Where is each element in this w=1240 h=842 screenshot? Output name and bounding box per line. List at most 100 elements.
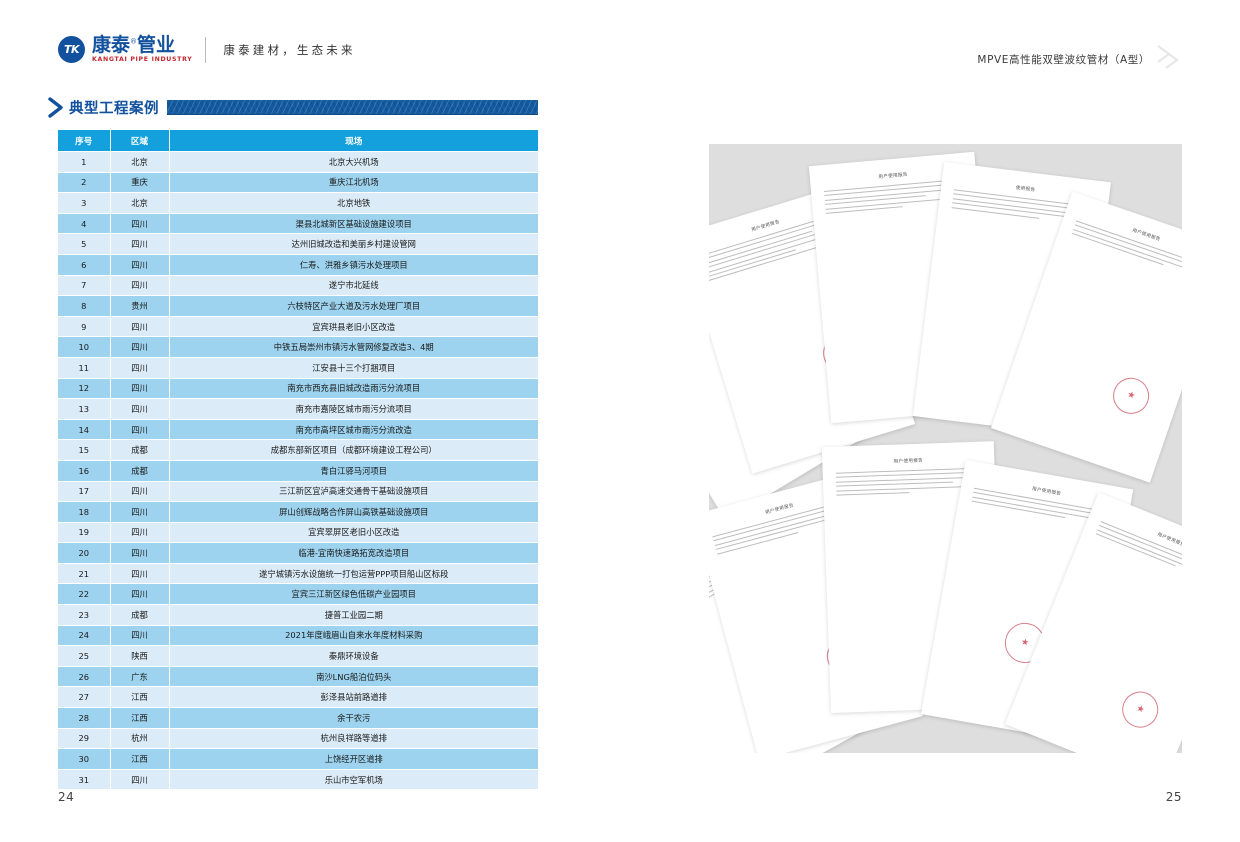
cell-no: 29 (58, 728, 111, 750)
cell-no: 6 (58, 254, 111, 276)
cell-region: 成都 (110, 460, 170, 482)
cell-site: 六枝特区产业大道及污水处理厂项目 (169, 295, 538, 317)
cell-region: 重庆 (110, 172, 170, 194)
cell-region: 四川 (110, 419, 170, 441)
column-header-site: 现场 (169, 130, 538, 152)
cell-region: 北京 (110, 151, 170, 173)
table-row: 30 江西 上饶经开区道排 (58, 748, 538, 770)
cell-region: 四川 (110, 378, 170, 400)
table-row: 25 陕西 秦鼎环境设备 (58, 645, 538, 667)
cell-site: 南充市西充县旧城改造雨污分流项目 (169, 378, 538, 400)
cell-region: 四川 (110, 522, 170, 544)
cell-site: 宜宾珙县老旧小区改造 (169, 316, 538, 338)
cell-site: 2021年度峨眉山自来水年度材料采购 (169, 625, 538, 647)
cell-region: 四川 (110, 542, 170, 564)
table-row: 23 成都 捷普工业园二期 (58, 604, 538, 626)
table-head: 序号 区域 现场 (58, 130, 538, 152)
seal-star-icon: ★ (1125, 389, 1137, 402)
table-row: 3 北京 北京地铁 (58, 192, 538, 214)
table-body: 1 北京 北京大兴机场 2 重庆 重庆江北机场 3 北京 北京地铁 4 四川 渠县北城新区基础设施建设… (58, 151, 538, 791)
table-row: 24 四川 2021年度峨眉山自来水年度材料采购 (58, 625, 538, 647)
cell-region: 四川 (110, 275, 170, 297)
seal-star-icon: ★ (1134, 702, 1147, 716)
cell-site: 三江新区宜泸高速交通骨干基础设施项目 (169, 481, 538, 503)
cell-region: 四川 (110, 254, 170, 276)
table-row: 20 四川 临港-宜南快速路拓宽改造项目 (58, 542, 538, 564)
brand-slogan: 康泰建材，生态未来 (223, 42, 356, 57)
table-row: 26 广东 南沙LNG船泊位码头 (58, 666, 538, 688)
table-row: 12 四川 南充市西充县旧城改造雨污分流项目 (58, 378, 538, 400)
table-row: 9 四川 宜宾珙县老旧小区改造 (58, 316, 538, 338)
cell-site: 遂宁城镇污水设施统一打包运营PPP项目船山区标段 (169, 563, 538, 585)
cell-region: 北京 (110, 192, 170, 214)
cell-site: 北京大兴机场 (169, 151, 538, 173)
cell-site: 上饶经开区道排 (169, 748, 538, 770)
section-header-cases: 典型工程案例 (48, 96, 538, 118)
cell-site: 宜宾翠屏区老旧小区改造 (169, 522, 538, 544)
cell-region: 四川 (110, 769, 170, 791)
cell-no: 10 (58, 336, 111, 358)
cell-site: 达州旧城改造和美丽乡村建设管网 (169, 233, 538, 255)
table-row: 21 四川 遂宁城镇污水设施统一打包运营PPP项目船山区标段 (58, 563, 538, 585)
table-row: 4 四川 渠县北城新区基础设施建设项目 (58, 213, 538, 235)
cell-no: 23 (58, 604, 111, 626)
table-row: 19 四川 宜宾翠屏区老旧小区改造 (58, 522, 538, 544)
page-number-right: 25 (1165, 790, 1182, 804)
cell-no: 17 (58, 481, 111, 503)
cell-site: 成都东部新区项目（成都环境建设工程公司） (169, 439, 538, 461)
cell-no: 8 (58, 295, 111, 317)
table-header-row: 序号 区域 现场 (58, 130, 538, 152)
table-row: 2 重庆 重庆江北机场 (58, 172, 538, 194)
cell-site: 南沙LNG船泊位码头 (169, 666, 538, 688)
cell-no: 21 (58, 563, 111, 585)
chevron-watermark-icon (1156, 44, 1182, 74)
cell-site: 杭州良祥路等道排 (169, 728, 538, 750)
page-number-left: 24 (58, 790, 75, 804)
brand-name-en: KANGTAI PIPE INDUSTRY (92, 55, 193, 63)
table-row: 14 四川 南充市高坪区城市雨污分流改造 (58, 419, 538, 441)
cell-region: 杭州 (110, 728, 170, 750)
brand-name-part1: 康泰 (92, 34, 131, 56)
section-title-cases: 典型工程案例 (69, 100, 159, 117)
cell-site: 仁寿、洪雅乡镇污水处理项目 (169, 254, 538, 276)
cell-no: 14 (58, 419, 111, 441)
table-row: 8 贵州 六枝特区产业大道及污水处理厂项目 (58, 295, 538, 317)
table-row: 18 四川 屏山创辉战略合作屏山高铁基础设施项目 (58, 501, 538, 523)
cell-region: 成都 (110, 604, 170, 626)
cell-region: 广东 (110, 666, 170, 688)
cell-no: 24 (58, 625, 111, 647)
cell-no: 11 (58, 357, 111, 379)
right-page: 用户反馈 25 (620, 0, 1240, 842)
cell-region: 江西 (110, 686, 170, 709)
cell-no: 26 (58, 666, 111, 688)
running-head: MPVE高性能双壁波纹管材（A型） (977, 44, 1182, 74)
cell-no: 15 (58, 439, 111, 461)
cell-no: 2 (58, 172, 111, 194)
cell-region: 贵州 (110, 295, 170, 317)
cell-no: 19 (58, 522, 111, 544)
cell-region: 四川 (110, 563, 170, 585)
cell-region: 四川 (110, 213, 170, 235)
logo-mark-icon: TK (58, 36, 85, 64)
brand-name-cn: 康泰®管业 (92, 34, 192, 56)
cell-no: 18 (58, 501, 111, 523)
cell-region: 四川 (110, 583, 170, 606)
cell-no: 9 (58, 316, 111, 338)
table-row: 22 四川 宜宾三江新区绿色低碳产业园项目 (58, 583, 538, 606)
cell-site: 重庆江北机场 (169, 172, 538, 194)
brand-divider (205, 36, 207, 63)
cell-no: 31 (58, 769, 111, 791)
column-header-region: 区域 (110, 130, 170, 152)
cell-region: 陕西 (110, 645, 170, 667)
cell-region: 四川 (110, 398, 170, 420)
cell-site: 屏山创辉战略合作屏山高铁基础设施项目 (169, 501, 538, 523)
cell-no: 22 (58, 583, 111, 606)
brand-name-part2: 管业 (137, 34, 176, 56)
cell-no: 7 (58, 275, 111, 297)
typical-projects-table: 序号 区域 现场 1 北京 北京大兴机场 2 重庆 重庆江北机场 3 北京 北京地铁 4 四川 渠县北… (58, 130, 538, 791)
brand-wordmark: 康泰®管业 KANGTAI PIPE INDUSTRY (92, 34, 193, 63)
cell-site: 乐山市空军机场 (169, 769, 538, 791)
document-title: 用户使用报告 (1156, 532, 1182, 549)
cell-site: 南充市高坪区城市雨污分流改造 (169, 419, 538, 441)
cell-region: 四川 (110, 357, 170, 379)
